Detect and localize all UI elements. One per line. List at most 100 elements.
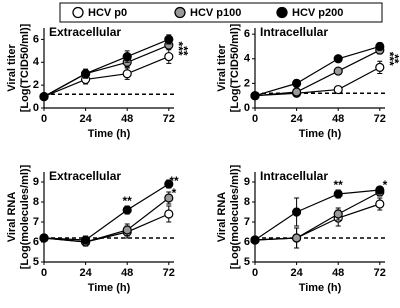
- series-line: [43, 183, 170, 241]
- y-axis-label: Viral RNA: [216, 192, 228, 243]
- legend-label: HCV p0: [88, 7, 127, 19]
- x-tick-label: 0: [252, 113, 258, 125]
- y-tick-label: 6: [244, 236, 250, 248]
- significance: **: [387, 54, 400, 64]
- marker: [375, 41, 385, 52]
- legend-label: HCV p100: [190, 7, 241, 19]
- marker: [333, 54, 343, 64]
- legend-marker: [276, 6, 288, 19]
- marker: [164, 179, 174, 189]
- x-tick-label: 72: [163, 267, 175, 279]
- x-tick-label: 0: [41, 267, 47, 279]
- marker: [292, 87, 302, 97]
- x-tick-label: 72: [374, 113, 386, 125]
- panel-title: Extracellular: [49, 169, 121, 183]
- y-axis-label: [Log(molecules/ml)]: [229, 164, 241, 269]
- series-line: [43, 197, 170, 243]
- series-line: [254, 191, 381, 241]
- y-tick-label: 6: [244, 28, 250, 40]
- y-tick-label: 7: [33, 216, 39, 228]
- y-tick-label: 5: [244, 256, 250, 268]
- x-tick-label: 24: [290, 267, 303, 279]
- y-tick-label: 0: [244, 102, 250, 114]
- marker: [122, 69, 132, 79]
- y-tick-label: 9: [244, 176, 250, 188]
- y-tick-label: 2: [244, 77, 250, 89]
- y-tick-label: 6: [33, 236, 39, 248]
- y-tick-label: 4: [244, 53, 251, 65]
- marker: [164, 34, 174, 45]
- x-tick-label: 72: [163, 113, 175, 125]
- y-axis-label: [Log(molecules/ml)]: [19, 164, 31, 269]
- y-tick-label: 9: [33, 176, 39, 188]
- y-tick-label: 6: [33, 33, 39, 45]
- marker: [333, 84, 343, 95]
- series-line: [43, 56, 170, 98]
- y-tick-label: 8: [33, 196, 39, 208]
- marker: [164, 209, 174, 219]
- panel-title: Intracellular: [260, 169, 328, 183]
- marker: [250, 91, 260, 101]
- x-tick-label: 48: [332, 267, 344, 279]
- y-axis-label: [Log(TCID50/ml)]: [19, 23, 31, 112]
- legend-marker: [174, 6, 186, 19]
- x-tick-label: 48: [121, 267, 133, 279]
- series-line: [254, 66, 381, 97]
- series-line: [43, 38, 170, 98]
- series-line: [254, 203, 380, 241]
- marker: [164, 193, 174, 203]
- marker: [375, 62, 385, 72]
- marker: [80, 235, 91, 245]
- y-tick-label: 0: [33, 102, 39, 114]
- significance: ***: [171, 42, 185, 56]
- panel-title: Intracellular: [260, 25, 328, 39]
- marker: [80, 69, 91, 79]
- significance: **: [123, 194, 133, 208]
- x-tick-label: 72: [374, 267, 386, 279]
- marker: [164, 51, 174, 62]
- y-axis-label: [Log(TCID50/ml)]: [229, 23, 241, 112]
- x-tick-label: 48: [121, 113, 133, 125]
- y-axis-label: Viral titer: [216, 44, 228, 92]
- significance: *: [172, 186, 177, 200]
- y-tick-label: 5: [33, 256, 39, 268]
- significance: **: [334, 178, 344, 192]
- marker: [292, 78, 302, 88]
- marker: [122, 51, 132, 62]
- marker: [292, 233, 302, 243]
- significance: **: [169, 174, 179, 188]
- x-axis-label: Time (h): [88, 128, 131, 140]
- x-axis-label: Time (h): [88, 282, 131, 294]
- x-tick-label: 0: [41, 113, 47, 125]
- legend-box: [59, 2, 383, 23]
- marker: [39, 91, 49, 102]
- marker: [333, 189, 343, 199]
- marker: [333, 66, 343, 76]
- y-tick-label: 2: [33, 79, 39, 91]
- significance: *: [383, 178, 388, 192]
- marker: [250, 235, 260, 245]
- marker: [122, 205, 132, 215]
- series-line: [254, 189, 380, 241]
- marker: [122, 225, 132, 235]
- x-tick-label: 24: [79, 113, 92, 125]
- series-line: [254, 45, 380, 97]
- x-tick-label: 24: [290, 113, 303, 125]
- y-tick-label: 4: [33, 56, 40, 68]
- y-axis-label: Viral RNA: [6, 192, 18, 243]
- x-tick-label: 24: [79, 267, 92, 279]
- significance: ***: [382, 52, 396, 66]
- marker: [333, 209, 343, 219]
- legend-label: HCV p200: [292, 7, 343, 19]
- x-axis-label: Time (h): [299, 128, 342, 140]
- y-axis-label: Viral titer: [6, 44, 18, 92]
- y-tick-label: 8: [244, 196, 250, 208]
- significance: **: [176, 46, 190, 56]
- panel-title: Extracellular: [49, 25, 121, 39]
- marker: [39, 233, 49, 243]
- marker: [375, 199, 385, 209]
- legend-marker: [72, 6, 84, 19]
- y-tick-label: 7: [244, 216, 250, 228]
